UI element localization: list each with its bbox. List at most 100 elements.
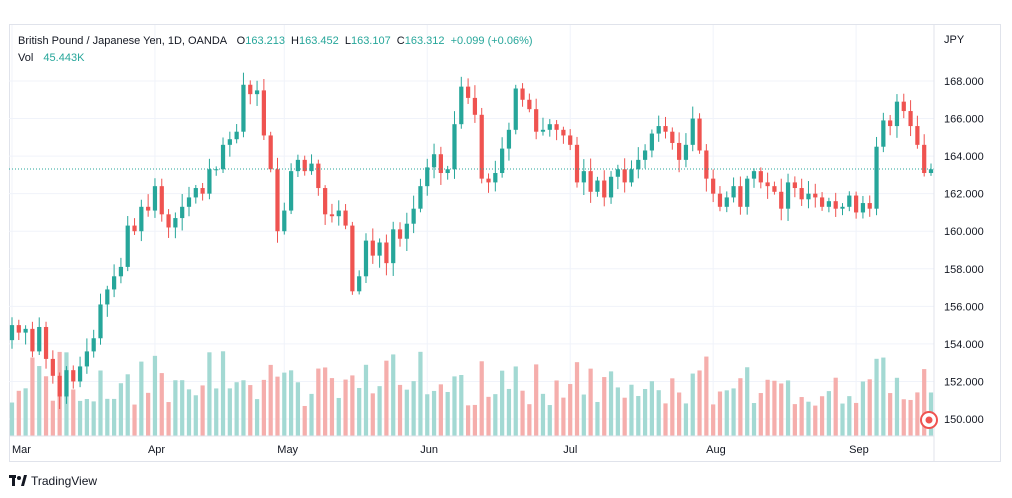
candle-body[interactable]	[16, 325, 21, 333]
time-axis[interactable]: Mar Apr May Jun Jul Aug Sep	[9, 435, 934, 456]
candle-body[interactable]	[479, 114, 484, 179]
candle-body[interactable]	[765, 182, 770, 187]
candle-body[interactable]	[418, 186, 423, 209]
candle-body[interactable]	[615, 169, 620, 177]
candle-body[interactable]	[214, 169, 219, 171]
candle-body[interactable]	[98, 304, 103, 339]
candle-body[interactable]	[772, 186, 777, 192]
candle-body[interactable]	[105, 289, 110, 305]
candle-body[interactable]	[329, 214, 335, 217]
candle-body[interactable]	[860, 203, 866, 213]
candle-body[interactable]	[758, 171, 763, 183]
candle-body[interactable]	[180, 206, 185, 219]
candle-layer[interactable]	[9, 72, 934, 409]
candle-body[interactable]	[132, 225, 137, 232]
candle-body[interactable]	[404, 223, 409, 239]
candle-body[interactable]	[397, 229, 403, 239]
candle-body[interactable]	[588, 171, 593, 192]
candle-body[interactable]	[799, 188, 804, 200]
candle-body[interactable]	[370, 240, 375, 256]
candle-body[interactable]	[922, 144, 927, 174]
candle-body[interactable]	[833, 201, 838, 209]
candle-body[interactable]	[745, 178, 750, 207]
candle-body[interactable]	[350, 225, 355, 292]
candle-body[interactable]	[540, 129, 546, 132]
candle-body[interactable]	[77, 366, 83, 382]
candle-body[interactable]	[888, 120, 893, 127]
candle-body[interactable]	[690, 118, 695, 145]
candle-body[interactable]	[84, 351, 89, 367]
candle-body[interactable]	[724, 197, 729, 207]
candle-body[interactable]	[513, 88, 518, 130]
candle-body[interactable]	[874, 146, 879, 209]
footer-branding[interactable]: TradingView	[9, 472, 97, 490]
candle-body[interactable]	[731, 186, 736, 198]
candle-body[interactable]	[384, 242, 389, 264]
candle-body[interactable]	[506, 129, 512, 149]
candle-body[interactable]	[493, 173, 498, 183]
candle-body[interactable]	[500, 148, 505, 174]
candle-body[interactable]	[806, 193, 811, 200]
candle-body[interactable]	[574, 144, 580, 183]
candle-body[interactable]	[254, 90, 260, 95]
symbol-title[interactable]: British Pound / Japanese Yen, 1D, OANDA	[18, 35, 227, 47]
candle-body[interactable]	[200, 188, 205, 194]
candle-body[interactable]	[649, 133, 655, 151]
candle-body[interactable]	[459, 86, 464, 125]
symbol-legend[interactable]: British Pound / Japanese Yen, 1D, OANDA …	[18, 35, 536, 47]
candle-body[interactable]	[901, 101, 906, 112]
candle-body[interactable]	[534, 109, 539, 132]
candle-body[interactable]	[547, 124, 552, 130]
candle-body[interactable]	[193, 188, 198, 198]
candle-body[interactable]	[915, 126, 920, 145]
candle-body[interactable]	[683, 144, 689, 160]
footer-brand-text[interactable]: TradingView	[31, 474, 98, 488]
candle-body[interactable]	[220, 144, 226, 170]
candle-body[interactable]	[391, 229, 396, 264]
candle-body[interactable]	[50, 358, 55, 376]
candle-body[interactable]	[288, 171, 294, 211]
candle-body[interactable]	[71, 370, 76, 382]
candle-body[interactable]	[602, 180, 607, 198]
candle-body[interactable]	[438, 154, 443, 174]
candle-body[interactable]	[166, 214, 171, 228]
candle-body[interactable]	[738, 186, 743, 207]
candle-body[interactable]	[173, 218, 178, 228]
candle-body[interactable]	[867, 203, 872, 209]
candle-body[interactable]	[670, 131, 675, 143]
candle-body[interactable]	[37, 326, 42, 352]
candle-body[interactable]	[363, 240, 369, 277]
candle-body[interactable]	[642, 150, 648, 160]
candle-body[interactable]	[275, 169, 280, 232]
candle-body[interactable]	[677, 142, 682, 160]
candle-body[interactable]	[704, 150, 709, 179]
candle-body[interactable]	[472, 97, 478, 115]
candle-body[interactable]	[411, 208, 416, 224]
candle-body[interactable]	[64, 370, 69, 397]
candle-body[interactable]	[302, 159, 307, 172]
candle-body[interactable]	[91, 338, 96, 352]
candle-body[interactable]	[520, 88, 525, 100]
candle-body[interactable]	[697, 118, 702, 151]
candle-body[interactable]	[425, 167, 430, 187]
candle-body[interactable]	[452, 124, 457, 170]
candle-body[interactable]	[431, 154, 437, 168]
candle-body[interactable]	[894, 101, 900, 127]
candle-body[interactable]	[908, 111, 913, 127]
candle-body[interactable]	[826, 201, 831, 207]
candle-body[interactable]	[43, 326, 49, 359]
candle-body[interactable]	[595, 180, 600, 192]
candle-body[interactable]	[23, 328, 28, 333]
candle-body[interactable]	[554, 124, 559, 130]
candle-body[interactable]	[234, 131, 239, 140]
candle-body[interactable]	[186, 197, 192, 207]
candle-body[interactable]	[465, 86, 471, 98]
candle-body[interactable]	[248, 84, 253, 95]
candle-body[interactable]	[792, 182, 797, 189]
candle-body[interactable]	[751, 171, 757, 179]
candle-body[interactable]	[779, 191, 784, 209]
candle-body[interactable]	[819, 197, 825, 207]
candle-body[interactable]	[486, 178, 491, 183]
candle-body[interactable]	[357, 276, 362, 292]
